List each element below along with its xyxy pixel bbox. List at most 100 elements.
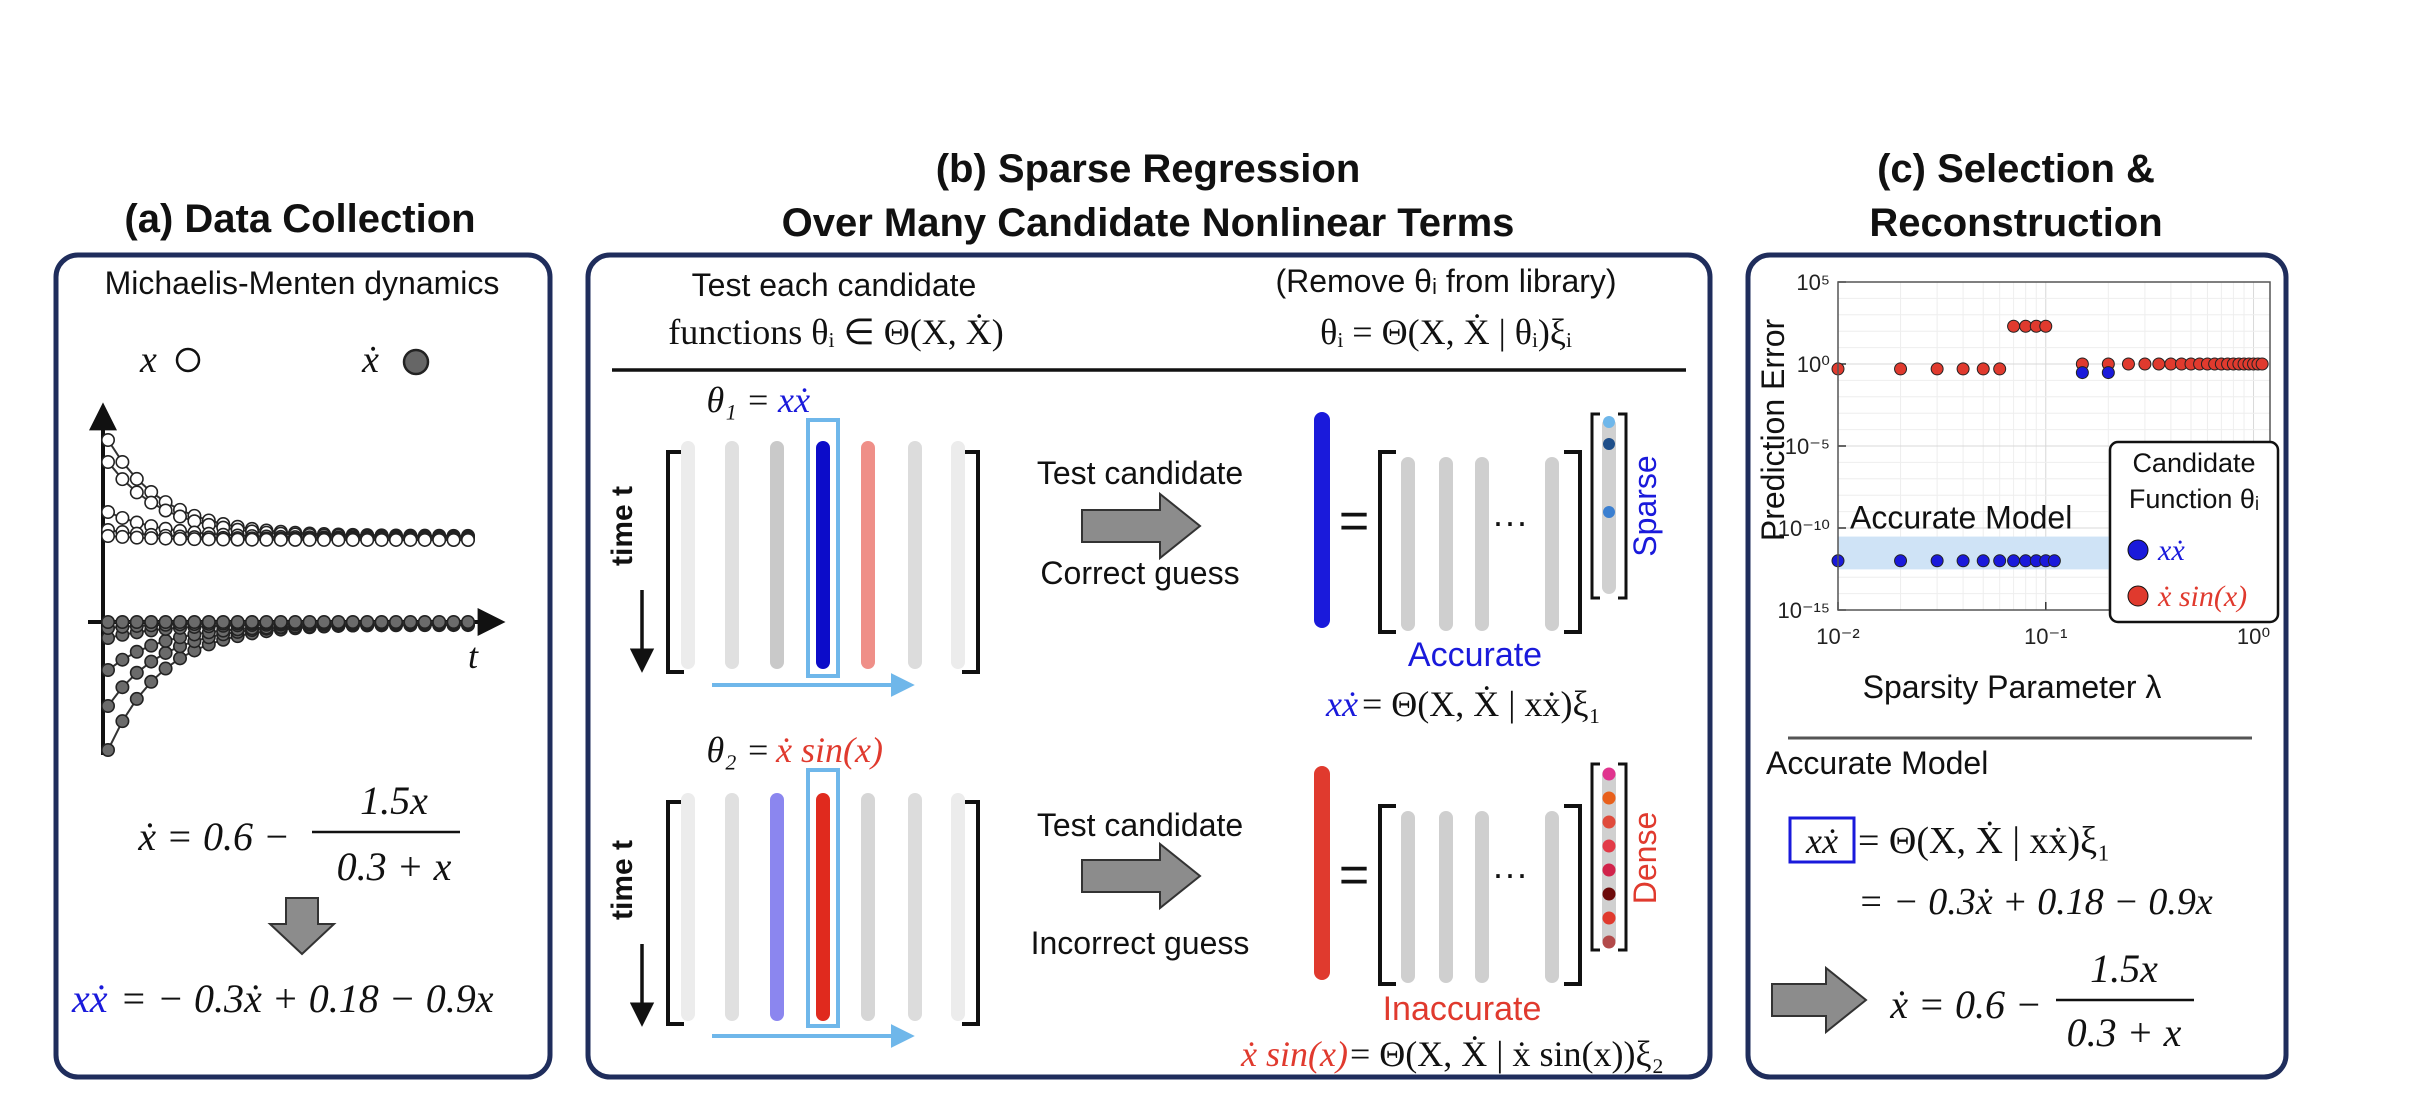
x-trajectory-curve [107, 439, 469, 537]
x-trajectory-point [187, 532, 202, 547]
panel-c-frame [1745, 252, 2289, 1080]
xdot-trajectory-point [173, 614, 188, 629]
xi-vector-dense [1602, 768, 1616, 946]
panel-c-title-line1: (c) Selection & [1877, 147, 2155, 191]
xdot-trajectory-point [158, 614, 173, 629]
data-point [2121, 357, 2135, 371]
xdot-trajectory-point [101, 662, 116, 677]
xdot-trajectory-point [417, 614, 432, 629]
data-point [1930, 554, 1944, 568]
data-point [1956, 554, 1970, 568]
test-each-line1: Test each candidate [692, 267, 977, 303]
legend-xdot-label: ẋ [361, 339, 379, 381]
library-bracket-right-2 [962, 800, 980, 1026]
xdot-trajectory-point [374, 614, 389, 629]
xi-coef [1602, 911, 1616, 925]
data-point [2007, 554, 2021, 568]
x-trajectory-point [201, 532, 216, 547]
x-trajectory-point [446, 532, 461, 547]
xi-coef [1602, 791, 1616, 805]
eq-c-rhs: = Θ(X, Ẋ | xẋ)ξ₁ [1858, 820, 2110, 862]
implicit-lhs: xẋ [71, 976, 108, 1021]
x-tick-label: 10⁰ [2237, 624, 2270, 649]
xdot-trajectory-point [129, 691, 144, 706]
matrix-bracket-left-1 [1378, 450, 1396, 634]
xdot-trajectory-point [216, 614, 231, 629]
x-trajectory-point [115, 472, 130, 487]
x-trajectory-point [432, 532, 447, 547]
legend-box [2108, 440, 2280, 624]
row-incorrect-guess: θ₂ = ẋ sin(x) time t Test candidate Inco… [606, 730, 1664, 1074]
accurate-model-band-label: Accurate Model [1850, 500, 2072, 536]
library-bracket-right-1 [962, 450, 980, 674]
row2-eq-lhs: ẋ sin(x) [1240, 1034, 1348, 1074]
dense-label: Dense [1627, 812, 1663, 905]
panel-b: (b) Sparse Regression Over Many Candidat… [585, 147, 1713, 1080]
selected-term-box [1788, 816, 1856, 864]
xi-coef [1602, 767, 1616, 781]
x-trajectory-point [158, 503, 173, 518]
data-point [1930, 362, 1944, 376]
panel-a-title: (a) Data Collection [124, 197, 475, 241]
down-arrow [267, 897, 337, 956]
x-tick-label: 10⁻² [1816, 624, 1859, 649]
data-point [1993, 362, 2007, 376]
equals-sign-1: = [1339, 492, 1369, 550]
xdot-trajectory-point [201, 614, 216, 629]
ellipsis-1: ··· [1492, 501, 1528, 542]
theta2-term: ẋ sin(x) [775, 730, 883, 770]
data-point [2039, 319, 2053, 333]
inaccurate-label: Inaccurate [1383, 990, 1542, 1028]
data-point [2047, 554, 2061, 568]
xdot-trajectory-point [316, 614, 331, 629]
legend-xdot-marker [402, 348, 430, 376]
y-tick-label: 10⁻¹⁰ [1778, 516, 1830, 541]
xi-coef [1602, 863, 1616, 877]
library-bracket-left-2 [666, 800, 684, 1026]
legend-title-line2: Function θᵢ [2129, 484, 2259, 514]
y-axis-label: Prediction Error [1755, 319, 1791, 542]
action-row1-line1: Test candidate [1037, 455, 1243, 491]
xi-coef [1603, 506, 1615, 518]
x-trajectory-point [101, 504, 116, 519]
x-trajectory-point [259, 532, 274, 547]
x-tick-label: 10⁻¹ [2024, 624, 2067, 649]
library-matrix-1 [1401, 457, 1559, 631]
test-arrow-1 [1081, 491, 1202, 561]
matrix-bracket-right-1 [1564, 450, 1582, 634]
time-label-2: time t [606, 840, 639, 920]
x-trajectory-point [173, 509, 188, 524]
eq-a-lhs: ẋ = 0.6 − [137, 814, 290, 859]
test-arrow-2 [1081, 841, 1202, 911]
xdot-trajectory-point [331, 614, 346, 629]
data-point [2101, 366, 2115, 380]
chart-points [1831, 319, 2269, 568]
eq-c-final-denominator: 0.3 + x [2067, 1010, 2182, 1055]
x-trajectory-point [273, 532, 288, 547]
data-point [1976, 554, 1990, 568]
implicit-rhs: = − 0.3ẋ + 0.18 − 0.9x [120, 976, 494, 1021]
x-trajectory-point [144, 531, 159, 546]
panel-b-frame [585, 252, 1713, 1080]
x-trajectory-point [288, 532, 303, 547]
row2-eq-rhs: = Θ(X, Ẋ | ẋ sin(x))ξ₂ [1350, 1034, 1664, 1074]
xdot-trajectory-point [158, 645, 173, 660]
x-trajectory-point [316, 532, 331, 547]
xdot-trajectory-point [446, 614, 461, 629]
x-trajectory-point [331, 532, 346, 547]
selected-column-box-1 [806, 418, 840, 678]
x-trajectory-point [173, 531, 188, 546]
data-point [1956, 362, 1970, 376]
xdot-trajectory-point [432, 614, 447, 629]
reconstruction-arrow [1771, 965, 1868, 1035]
xdot-trajectory-point [173, 651, 188, 666]
y-tick-label: 10⁵ [1796, 270, 1830, 295]
x-trajectory-point [129, 485, 144, 500]
selected-column-box-2 [806, 768, 840, 1028]
panel-a-subtitle: Michaelis-Menten dynamics [105, 265, 500, 301]
x-trajectory-point [129, 471, 144, 486]
panel-b-title-line1: (b) Sparse Regression [936, 147, 1361, 191]
x-trajectory-point [460, 532, 475, 547]
xdot-trajectory-point [388, 614, 403, 629]
time-label-1: time t [606, 486, 639, 566]
